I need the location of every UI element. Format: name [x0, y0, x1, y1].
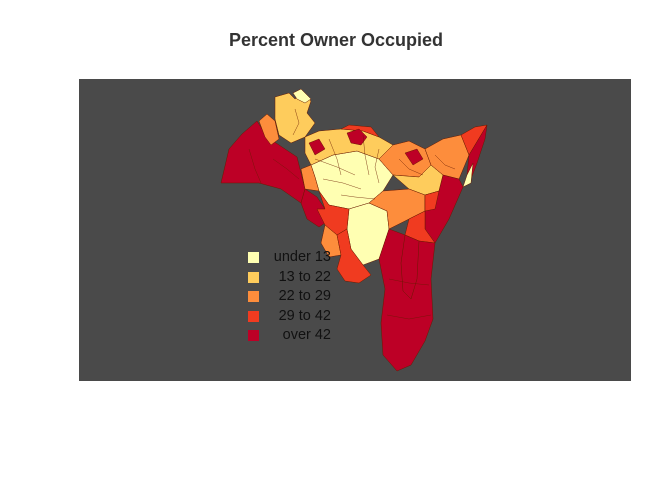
region-east-upper: [424, 134, 470, 180]
legend-label: 13 to 22: [278, 268, 331, 285]
region-east-yellow-strip: [462, 162, 474, 188]
region-south-long: [378, 228, 436, 372]
legend-label: under 13: [273, 249, 331, 265]
region-south-tongue: [336, 228, 372, 284]
legend-label: 22 to 29: [278, 288, 331, 304]
choropleth-map: [220, 88, 488, 372]
region-north-arm-tip: [292, 88, 312, 104]
legend-label: 29 to 42: [278, 307, 331, 324]
legend-swatch-over-42: [248, 330, 259, 341]
legend-swatch-22-to-29: [248, 291, 259, 302]
region-northwest: [258, 113, 280, 146]
region-south-inner: [400, 234, 420, 300]
region-mid-north-dark: [346, 128, 368, 146]
region-ring-west: [300, 164, 320, 192]
region-mid-east-dark: [404, 148, 424, 166]
legend-swatch-13-to-22: [248, 271, 259, 283]
legend-swatch-under-13: [248, 252, 259, 263]
legend-label: over 42: [282, 327, 331, 343]
region-ring-sw-2: [320, 224, 342, 258]
legend-swatch-29-to-42: [248, 310, 259, 322]
region-mid-north-dark-2: [308, 138, 326, 156]
map-title: Percent Owner Occupied: [228, 30, 444, 50]
region-west: [220, 120, 306, 204]
map-panel: under 13 13 to 22 22 to 29 29 to 42 over…: [79, 79, 631, 381]
region-east-inner: [424, 190, 440, 212]
region-north-arm: [274, 92, 316, 144]
